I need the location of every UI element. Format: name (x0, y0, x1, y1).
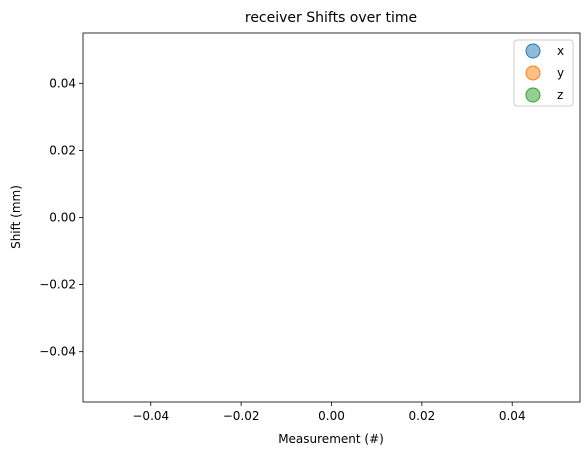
legend-marker-y (526, 66, 540, 80)
chart-title: receiver Shifts over time (245, 10, 417, 26)
y-tick-label: 0.00 (49, 211, 76, 225)
y-tick-label: 0.04 (49, 76, 76, 90)
legend-marker-z (526, 88, 540, 102)
y-tick-label: −0.02 (39, 278, 76, 292)
y-tick-label: −0.04 (39, 345, 76, 359)
x-tick-label: 0.00 (318, 409, 345, 423)
y-tick-label: 0.02 (49, 143, 76, 157)
x-axis-label: Measurement (#) (278, 432, 384, 446)
plot-area (83, 33, 580, 402)
y-axis-label: Shift (mm) (9, 185, 23, 249)
x-axis-ticks: −0.04 −0.02 0.00 0.02 0.04 (132, 402, 525, 423)
x-tick-label: 0.04 (499, 409, 526, 423)
legend-label-y: y (557, 66, 564, 80)
y-axis-ticks: 0.04 0.02 0.00 −0.02 −0.04 (39, 76, 83, 358)
x-tick-label: −0.04 (132, 409, 169, 423)
legend-marker-x (526, 44, 540, 58)
legend-label-z: z (557, 88, 563, 102)
legend-label-x: x (557, 44, 564, 58)
legend-frame (514, 40, 573, 106)
x-tick-label: −0.02 (223, 409, 260, 423)
x-tick-label: 0.02 (409, 409, 436, 423)
legend: xyz (514, 40, 573, 106)
